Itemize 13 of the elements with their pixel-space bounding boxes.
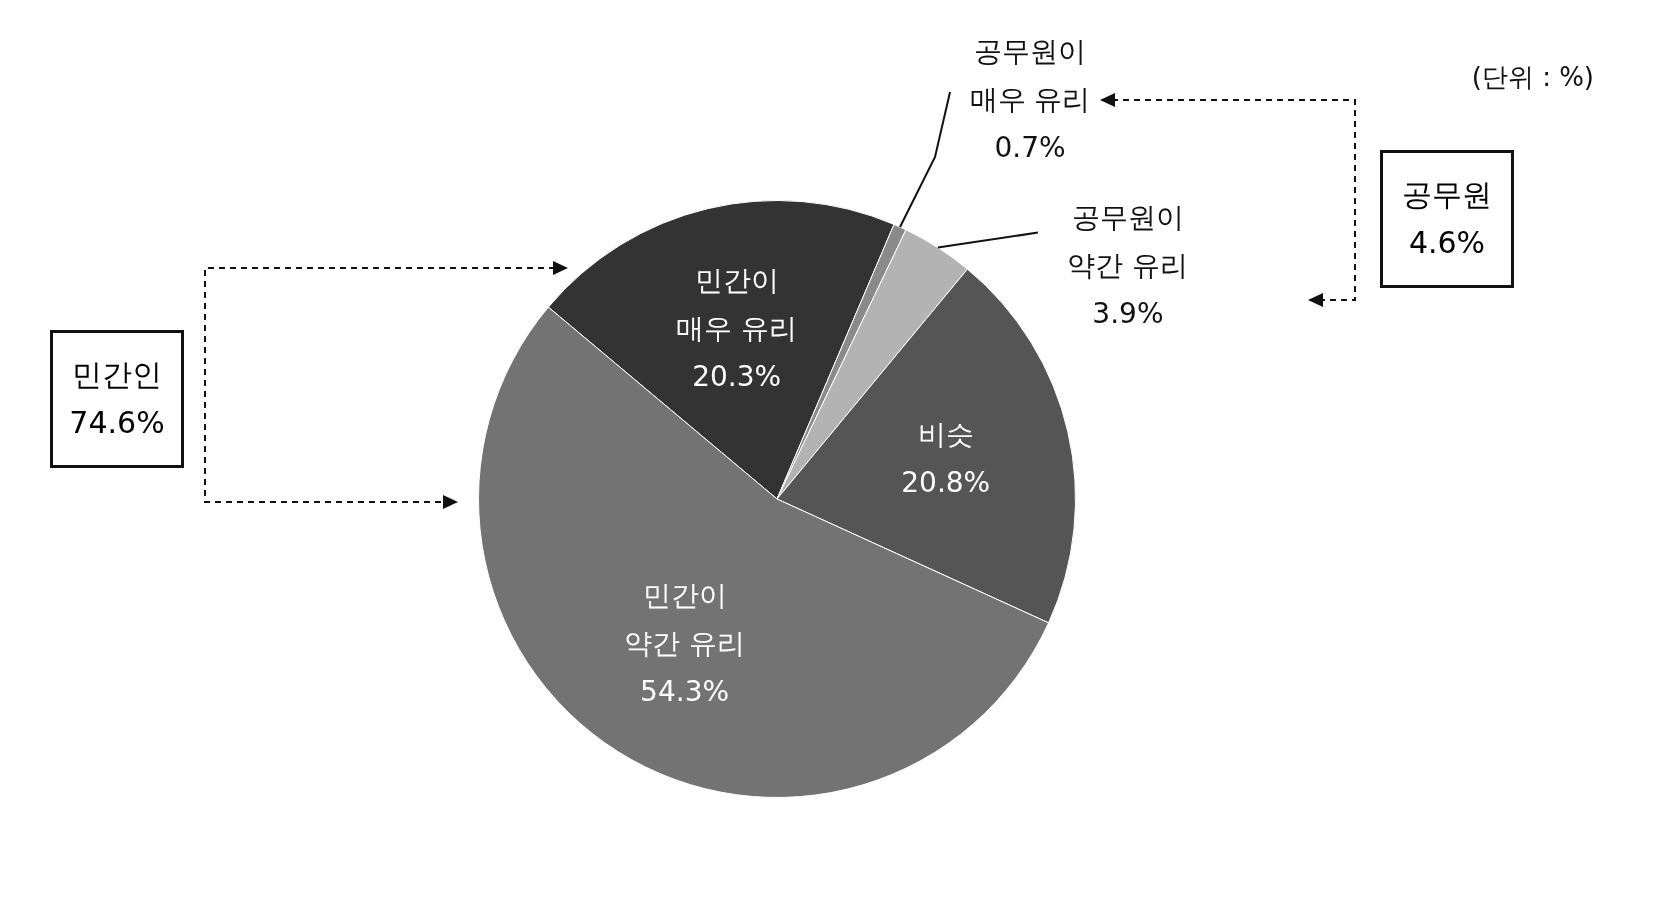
data-label: 20.8% (901, 465, 991, 499)
text: 민간인 74.6% (50, 330, 184, 468)
text: (단위 : %) (1471, 61, 1594, 94)
slice-label: 민간이 약간 유리 (624, 578, 746, 660)
data-label: 3.9% (1092, 296, 1164, 330)
text: 공무원 4.6% (1380, 150, 1514, 288)
slice-label: 민간이 매우 유리 (676, 263, 798, 345)
slice-label: 비슷 (917, 417, 974, 451)
data-label: 20.3% (692, 359, 782, 393)
slice-label: 공무원이 매우 유리 (969, 35, 1091, 117)
data-label: 54.3% (640, 674, 730, 708)
slice-label: 공무원이 약간 유리 (1067, 200, 1189, 282)
data-label: 0.7% (994, 131, 1066, 165)
